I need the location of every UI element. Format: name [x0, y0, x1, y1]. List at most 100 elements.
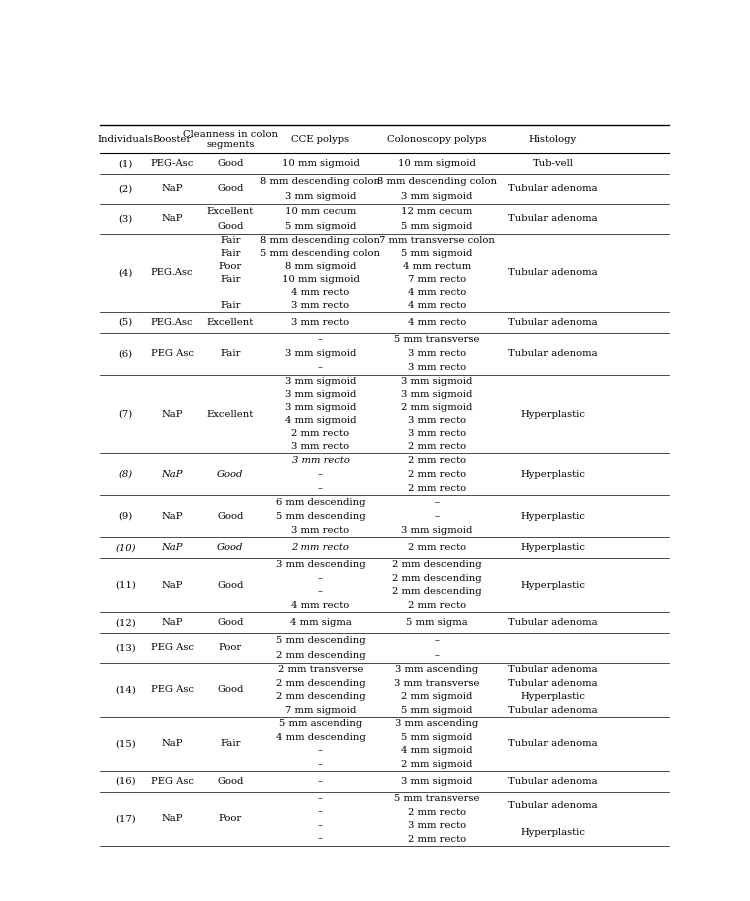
Text: Tubular adenoma: Tubular adenoma — [509, 318, 598, 327]
Text: NaP: NaP — [161, 580, 183, 589]
Text: NaP: NaP — [161, 185, 183, 194]
Text: (4): (4) — [118, 268, 133, 278]
Text: 2 mm recto: 2 mm recto — [408, 442, 466, 451]
Text: 6 mm descending: 6 mm descending — [276, 497, 365, 506]
Text: 10 mm sigmoid: 10 mm sigmoid — [281, 275, 359, 284]
Text: –: – — [434, 651, 439, 660]
Text: 5 mm transverse: 5 mm transverse — [394, 794, 479, 803]
Text: 3 mm recto: 3 mm recto — [291, 318, 350, 327]
Text: 5 mm ascending: 5 mm ascending — [279, 719, 362, 728]
Text: –: – — [318, 821, 323, 830]
Text: 3 mm sigmoid: 3 mm sigmoid — [285, 192, 356, 201]
Text: NaP: NaP — [161, 815, 183, 824]
Text: Tubular adenoma: Tubular adenoma — [509, 740, 598, 749]
Text: –: – — [318, 794, 323, 803]
Text: 2 mm recto: 2 mm recto — [408, 456, 466, 465]
Text: 3 mm recto: 3 mm recto — [291, 442, 350, 451]
Text: Hyperplastic: Hyperplastic — [520, 469, 586, 478]
Text: 2 mm recto: 2 mm recto — [408, 469, 466, 478]
Text: (17): (17) — [116, 815, 136, 824]
Text: 4 mm recto: 4 mm recto — [291, 288, 350, 297]
Text: Tubular adenoma: Tubular adenoma — [509, 350, 598, 359]
Text: 3 mm ascending: 3 mm ascending — [395, 719, 478, 728]
Text: 5 mm sigmoid: 5 mm sigmoid — [285, 222, 356, 231]
Text: 5 mm sigmoid: 5 mm sigmoid — [401, 222, 472, 231]
Text: Good: Good — [217, 777, 244, 786]
Text: Excellent: Excellent — [207, 207, 254, 216]
Text: (7): (7) — [118, 410, 133, 419]
Text: Cleanness in colon
segments: Cleanness in colon segments — [183, 130, 278, 149]
Text: (6): (6) — [118, 350, 133, 359]
Text: Fair: Fair — [220, 301, 241, 310]
Text: Hyperplastic: Hyperplastic — [520, 580, 586, 589]
Text: 7 mm transverse colon: 7 mm transverse colon — [379, 236, 495, 245]
Text: PEG Asc: PEG Asc — [151, 350, 194, 359]
Text: 8 mm descending colon: 8 mm descending colon — [260, 177, 380, 186]
Text: Fair: Fair — [220, 249, 241, 258]
Text: –: – — [318, 469, 323, 478]
Text: 5 mm descending: 5 mm descending — [276, 512, 365, 521]
Text: 2 mm transverse: 2 mm transverse — [278, 665, 363, 674]
Text: Tubular adenoma: Tubular adenoma — [509, 268, 598, 278]
Text: NaP: NaP — [161, 740, 183, 749]
Text: 2 mm recto: 2 mm recto — [408, 484, 466, 493]
Text: 4 mm recto: 4 mm recto — [407, 301, 466, 310]
Text: 7 mm recto: 7 mm recto — [408, 275, 466, 284]
Text: Good: Good — [217, 159, 244, 168]
Text: –: – — [318, 363, 323, 372]
Text: 5 mm sigmoid: 5 mm sigmoid — [401, 733, 472, 742]
Text: Tubular adenoma: Tubular adenoma — [509, 801, 598, 810]
Text: 2 mm descending: 2 mm descending — [392, 560, 482, 569]
Text: 2 mm descending: 2 mm descending — [276, 678, 365, 687]
Text: Fair: Fair — [220, 740, 241, 749]
Text: 3 mm recto: 3 mm recto — [292, 456, 350, 465]
Text: 8 mm descending colon: 8 mm descending colon — [376, 177, 496, 186]
Text: Good: Good — [217, 543, 244, 552]
Text: 5 mm sigma: 5 mm sigma — [406, 618, 467, 627]
Text: 3 mm sigmoid: 3 mm sigmoid — [401, 777, 472, 786]
Text: 10 mm sigmoid: 10 mm sigmoid — [398, 159, 476, 168]
Text: 2 mm sigmoid: 2 mm sigmoid — [401, 760, 472, 769]
Text: 2 mm recto: 2 mm recto — [292, 543, 350, 552]
Text: 3 mm sigmoid: 3 mm sigmoid — [285, 377, 356, 386]
Text: PEG-Asc: PEG-Asc — [151, 159, 194, 168]
Text: 3 mm sigmoid: 3 mm sigmoid — [401, 192, 472, 201]
Text: Good: Good — [217, 469, 244, 478]
Text: –: – — [318, 587, 323, 596]
Text: 4 mm recto: 4 mm recto — [407, 288, 466, 297]
Text: Hyperplastic: Hyperplastic — [520, 692, 586, 701]
Text: Hyperplastic: Hyperplastic — [520, 410, 586, 419]
Text: Good: Good — [217, 185, 244, 194]
Text: 3 mm transverse: 3 mm transverse — [394, 678, 479, 687]
Text: Excellent: Excellent — [207, 410, 254, 419]
Text: 10 mm cecum: 10 mm cecum — [285, 207, 356, 216]
Text: Good: Good — [217, 618, 244, 627]
Text: Tubular adenoma: Tubular adenoma — [509, 705, 598, 714]
Text: Hyperplastic: Hyperplastic — [520, 828, 586, 837]
Text: Tubular adenoma: Tubular adenoma — [509, 678, 598, 687]
Text: 2 mm recto: 2 mm recto — [408, 807, 466, 816]
Text: 3 mm sigmoid: 3 mm sigmoid — [401, 390, 472, 399]
Text: Poor: Poor — [219, 815, 242, 824]
Text: 2 mm recto: 2 mm recto — [291, 429, 350, 438]
Text: 3 mm recto: 3 mm recto — [291, 525, 350, 534]
Text: (11): (11) — [116, 580, 136, 589]
Text: CCE polyps: CCE polyps — [291, 135, 350, 144]
Text: 5 mm sigmoid: 5 mm sigmoid — [401, 249, 472, 258]
Text: (5): (5) — [118, 318, 133, 327]
Text: Tubular adenoma: Tubular adenoma — [509, 618, 598, 627]
Text: PEG Asc: PEG Asc — [151, 686, 194, 695]
Text: Hyperplastic: Hyperplastic — [520, 543, 586, 552]
Text: 3 mm recto: 3 mm recto — [408, 363, 466, 372]
Text: –: – — [434, 512, 439, 521]
Text: Booster: Booster — [152, 135, 192, 144]
Text: –: – — [318, 484, 323, 493]
Text: 4 mm rectum: 4 mm rectum — [403, 262, 471, 271]
Text: (15): (15) — [116, 740, 136, 749]
Text: 4 mm descending: 4 mm descending — [275, 733, 365, 742]
Text: 12 mm cecum: 12 mm cecum — [401, 207, 472, 216]
Text: Tubular adenoma: Tubular adenoma — [509, 214, 598, 223]
Text: 3 mm recto: 3 mm recto — [291, 301, 350, 310]
Text: 3 mm sigmoid: 3 mm sigmoid — [401, 377, 472, 386]
Text: 3 mm sigmoid: 3 mm sigmoid — [285, 350, 356, 359]
